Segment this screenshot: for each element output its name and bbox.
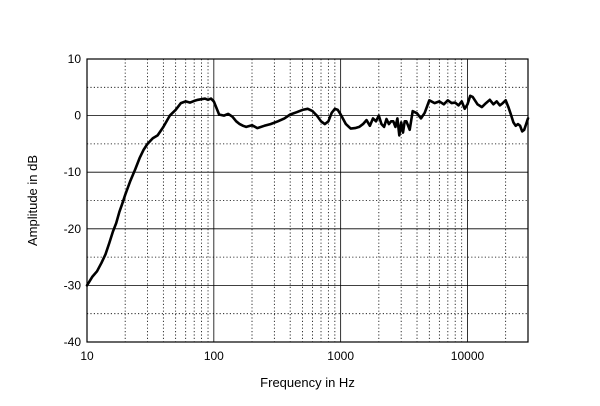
plot-frame	[86, 58, 529, 343]
series-layer	[85, 94, 530, 287]
response-curve	[85, 94, 530, 287]
x-tick-labels: 10 100 1000 10000	[80, 349, 484, 363]
x-tick-label: 10	[80, 349, 94, 363]
y-tick-label: -20	[64, 222, 82, 236]
y-tick-labels: 10 0 -10 -20 -30 -40	[64, 52, 82, 349]
minor-gridlines	[87, 59, 529, 342]
y-axis-title: Amplitude in dB	[25, 155, 40, 246]
x-axis-title: Frequency in Hz	[260, 375, 355, 390]
x-tick-label: 1000	[327, 349, 354, 363]
x-tick-label: 10000	[451, 349, 485, 363]
y-tick-label: -40	[64, 335, 82, 349]
y-tick-label: 0	[74, 109, 81, 123]
x-tick-label: 100	[204, 349, 224, 363]
y-tick-label: 10	[68, 52, 82, 66]
y-tick-label: -30	[64, 278, 82, 292]
y-tick-label: -10	[64, 165, 82, 179]
